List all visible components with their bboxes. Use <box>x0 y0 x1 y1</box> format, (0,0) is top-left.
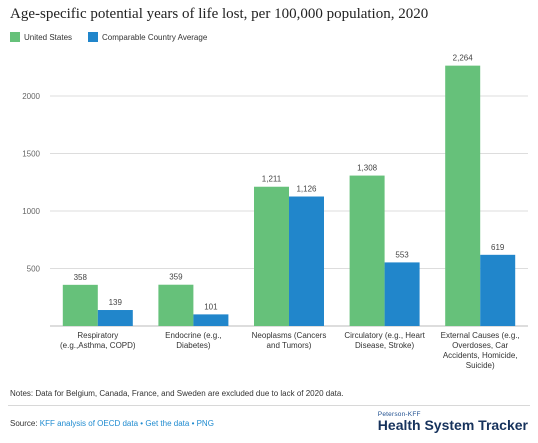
legend-swatch-united-states <box>10 32 20 42</box>
notes: Notes: Data for Belgium, Canada, France,… <box>10 389 344 398</box>
x-tick-label: Overdoses, Car <box>452 341 508 350</box>
legend-label-comparable-country-average: Comparable Country Average <box>102 32 208 42</box>
source-prefix: Source: <box>10 419 40 428</box>
data-label: 1,126 <box>296 185 317 194</box>
x-tick-label: Accidents, Homicide, <box>443 351 518 360</box>
png-link[interactable]: PNG <box>196 419 214 428</box>
bar-us <box>62 284 98 326</box>
brand-logo[interactable]: Peterson-KFF Health System Tracker <box>378 411 528 433</box>
data-label: 101 <box>204 302 218 311</box>
x-tick-label: and Tumors) <box>267 341 312 350</box>
x-tick-label: Circulatory (e.g., Heart <box>344 331 425 340</box>
y-tick-label: 500 <box>27 265 41 274</box>
x-tick-label: Endocrine (e.g., <box>165 331 221 340</box>
bar-chart: 500 1000 1500 2000 358 139 Respiratory(e.g.,As… <box>22 54 528 370</box>
legend-label-united-states: United States <box>24 32 73 42</box>
x-tick-label: Respiratory <box>77 331 118 340</box>
chart-title: Age-specific potential years of life los… <box>10 6 429 22</box>
get-the-data-link[interactable]: Get the data <box>145 419 190 428</box>
source-separator: • <box>189 419 197 428</box>
data-label: 553 <box>395 250 409 259</box>
brand-main-text: Health System Tracker <box>377 417 528 433</box>
source-separator: • <box>138 419 146 428</box>
data-label: 2,264 <box>453 54 474 63</box>
x-tick-label: External Causes (e.g., <box>441 331 520 340</box>
data-label: 358 <box>74 273 88 282</box>
data-label: 139 <box>109 298 123 307</box>
y-tick-label: 1000 <box>22 207 40 216</box>
legend-swatch-comparable-country-average <box>88 32 99 42</box>
y-tick-label: 1500 <box>22 150 40 159</box>
x-tick-label: Suicide) <box>466 361 495 370</box>
bar-us <box>349 175 385 326</box>
x-tick-label: (e.g.,Asthma, COPD) <box>60 341 136 350</box>
x-tick-label: Neoplasms (Cancers <box>252 331 327 340</box>
data-label: 1,308 <box>357 164 378 173</box>
bar-us <box>445 65 481 326</box>
data-label: 619 <box>491 243 505 252</box>
bar-comparable <box>384 262 420 326</box>
brand-top-text: Peterson-KFF <box>377 411 421 418</box>
legend-item-united-states: United States <box>10 32 72 42</box>
data-label: 1,211 <box>262 175 282 184</box>
bar-comparable <box>480 254 516 326</box>
y-tick-label: 2000 <box>22 92 40 101</box>
bar-comparable <box>193 314 229 326</box>
legend-item-comparable-country-average: Comparable Country Average <box>88 32 207 42</box>
bar-us <box>254 186 289 326</box>
x-tick-label: Disease, Stroke) <box>355 341 414 350</box>
bar-comparable <box>289 196 324 326</box>
legend: United States Comparable Country Average <box>10 32 207 42</box>
x-tick-label: Diabetes) <box>176 341 211 350</box>
bar-us <box>158 284 194 326</box>
data-label: 359 <box>169 273 183 282</box>
analysis-link[interactable]: KFF analysis of OECD data <box>39 419 139 428</box>
source-line: Source: KFF analysis of OECD data • Get … <box>10 419 214 428</box>
footer-divider <box>8 405 530 406</box>
bar-comparable <box>97 310 133 326</box>
